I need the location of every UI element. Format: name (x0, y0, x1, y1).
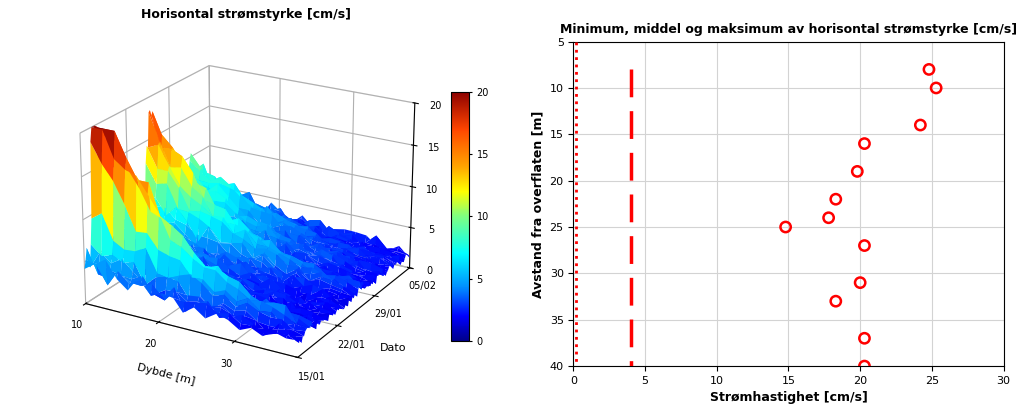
Point (921, 66, 937, 73)
Point (777, 224, 794, 230)
Point (856, 363, 872, 369)
Point (852, 279, 868, 286)
X-axis label: Strømhastighet [cm/s]: Strømhastighet [cm/s] (710, 391, 867, 404)
Point (820, 214, 837, 221)
Title: Horisontal strømstyrke [cm/s]: Horisontal strømstyrke [cm/s] (140, 8, 351, 21)
Point (912, 122, 929, 129)
Point (928, 84, 944, 91)
Point (827, 298, 844, 305)
Point (827, 196, 844, 203)
Point (856, 140, 872, 147)
Point (856, 335, 872, 342)
Point (849, 168, 865, 175)
X-axis label: Dybde [m]: Dybde [m] (136, 363, 197, 387)
Point (856, 242, 872, 249)
Y-axis label: Dato: Dato (380, 343, 407, 353)
Title: Minimum, middel og maksimum av horisontal strømstyrke [cm/s]: Minimum, middel og maksimum av horisonta… (560, 23, 1017, 36)
Y-axis label: Avstand fra overflaten [m]: Avstand fra overflaten [m] (531, 110, 544, 297)
